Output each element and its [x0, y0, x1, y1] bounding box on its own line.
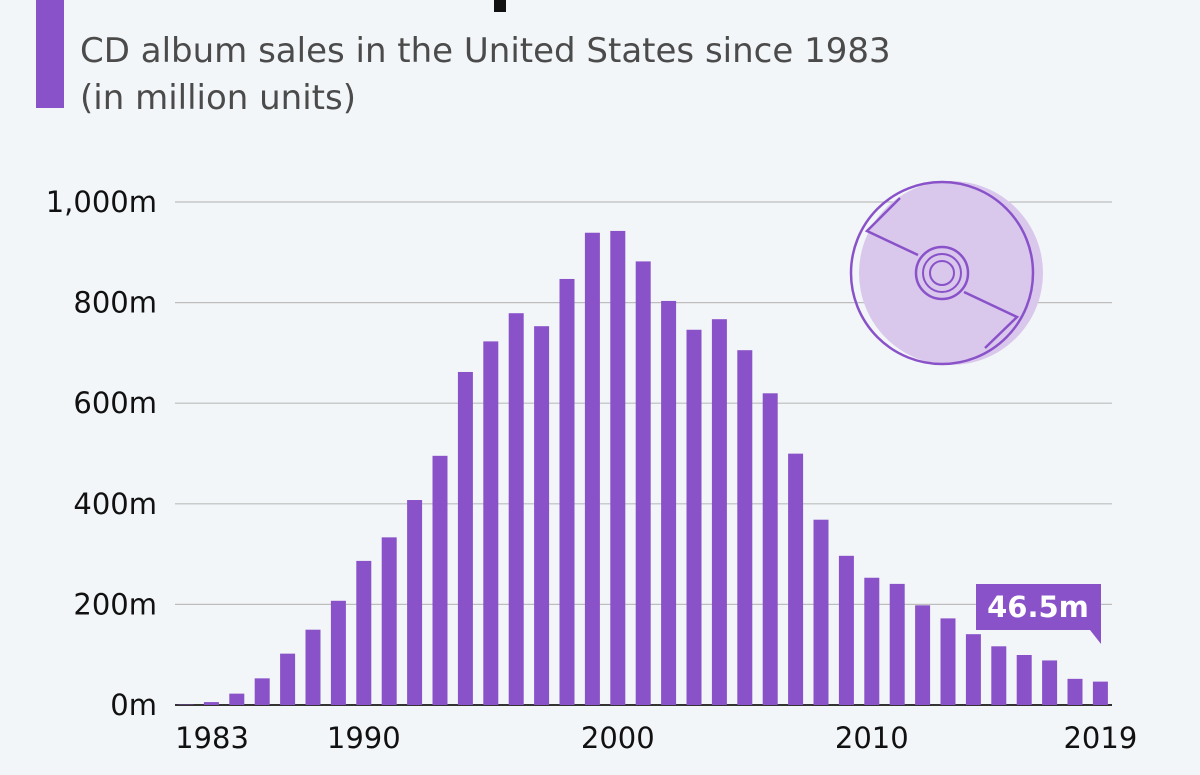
bar-2002 [661, 300, 677, 705]
y-axis-ticks: 0m 200m 400m 600m 800m 1,000m [46, 185, 157, 722]
bar-2008 [813, 519, 829, 705]
y-tick-label: 1,000m [46, 185, 157, 219]
bar-2006 [762, 393, 778, 705]
title-fragment [494, 0, 506, 12]
bar-2000 [610, 230, 626, 706]
x-axis-ticks: 1983 1990 2000 2010 2019 [175, 721, 1137, 755]
bar-2014 [965, 634, 981, 705]
x-tick-label: 1983 [175, 721, 249, 755]
bar-2010 [864, 577, 880, 705]
y-tick-label: 0m [110, 688, 157, 722]
bar-1994 [457, 371, 473, 705]
y-tick-label: 200m [73, 587, 157, 621]
bar-1986 [254, 678, 270, 705]
y-tick-label: 600m [73, 386, 157, 420]
x-tick-label: 2000 [581, 721, 655, 755]
bar-2012 [915, 605, 931, 705]
y-tick-label: 800m [73, 286, 157, 320]
x-tick-label: 2010 [835, 721, 909, 755]
bar-1992 [407, 500, 423, 705]
y-tick-label: 400m [73, 487, 157, 521]
bar-2015 [991, 646, 1007, 705]
bar-2004 [711, 319, 727, 705]
bar-1997 [534, 326, 550, 705]
bar-1995 [483, 341, 499, 705]
accent-bar [36, 0, 64, 108]
bar-2009 [838, 555, 854, 705]
bar-2019 [1092, 681, 1108, 705]
bar-1989 [330, 600, 346, 705]
bar-1987 [280, 653, 296, 705]
bar-2016 [1016, 655, 1032, 705]
bar-2011 [889, 583, 905, 705]
bars [178, 230, 1108, 706]
callout-label: 46.5m [987, 590, 1089, 624]
bar-1984 [203, 702, 219, 705]
bar-1985 [229, 693, 245, 705]
bar-2003 [686, 329, 702, 705]
bar-2013 [940, 618, 956, 705]
bar-1990 [356, 560, 372, 705]
x-tick-label: 2019 [1063, 721, 1137, 755]
bar-2007 [788, 453, 804, 705]
bar-2017 [1042, 660, 1058, 705]
chart-subtitle: CD album sales in the United States sinc… [80, 31, 891, 118]
bar-1996 [508, 313, 524, 705]
bar-1998 [559, 278, 575, 705]
bar-1999 [584, 232, 600, 705]
bar-2001 [635, 261, 651, 705]
bar-1991 [381, 537, 397, 705]
bar-1988 [305, 629, 321, 705]
bar-1993 [432, 455, 448, 705]
bar-2018 [1067, 678, 1083, 705]
last-value-callout: 46.5m [976, 584, 1101, 644]
compact-disc-icon [849, 180, 1043, 366]
x-tick-label: 1990 [327, 721, 401, 755]
bar-2005 [737, 350, 753, 705]
